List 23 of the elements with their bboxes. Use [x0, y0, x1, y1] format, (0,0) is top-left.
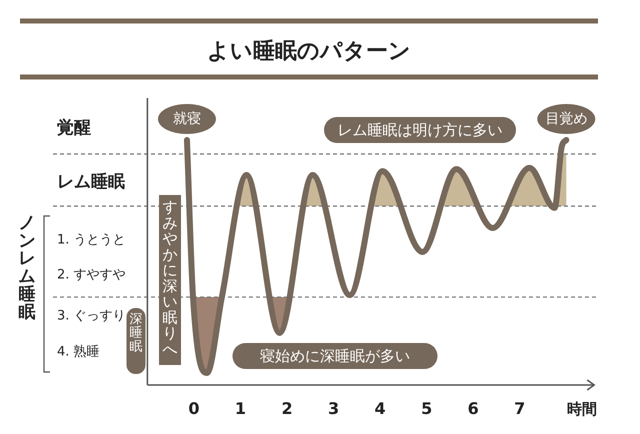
x-axis-title: 時間: [567, 400, 597, 418]
x-tick-label: 5: [421, 399, 432, 418]
chart-title: よい睡眠のパターン: [207, 39, 411, 64]
text: レム睡眠: [57, 172, 125, 192]
annotation: 就寝: [172, 111, 201, 127]
text: 2. すやすや: [57, 268, 126, 282]
x-tick-label: 1: [234, 399, 246, 418]
x-tick-label: 6: [468, 399, 479, 418]
text: 1. うとうと: [57, 232, 126, 248]
annotation: 寝始めに深睡眠が多い: [260, 347, 410, 365]
x-tick-label: 3: [328, 399, 340, 418]
text: レム睡眠は明け方に多い: [338, 121, 502, 139]
x-tick-label: 2: [281, 399, 293, 418]
x-tick-label: 0: [188, 399, 200, 418]
text: 覚醒: [57, 118, 91, 138]
x-tick-label: 4: [374, 399, 386, 418]
text: すみやかに深い眠りへ: [162, 198, 178, 358]
text: ノンレム睡眠: [18, 213, 36, 322]
text: 4. 熟睡: [57, 344, 100, 360]
text: 深睡眠: [130, 312, 142, 354]
text: 3. ぐっすり: [57, 308, 126, 324]
x-tick-label: 7: [514, 399, 526, 418]
annotation: 目覚め: [545, 111, 588, 127]
